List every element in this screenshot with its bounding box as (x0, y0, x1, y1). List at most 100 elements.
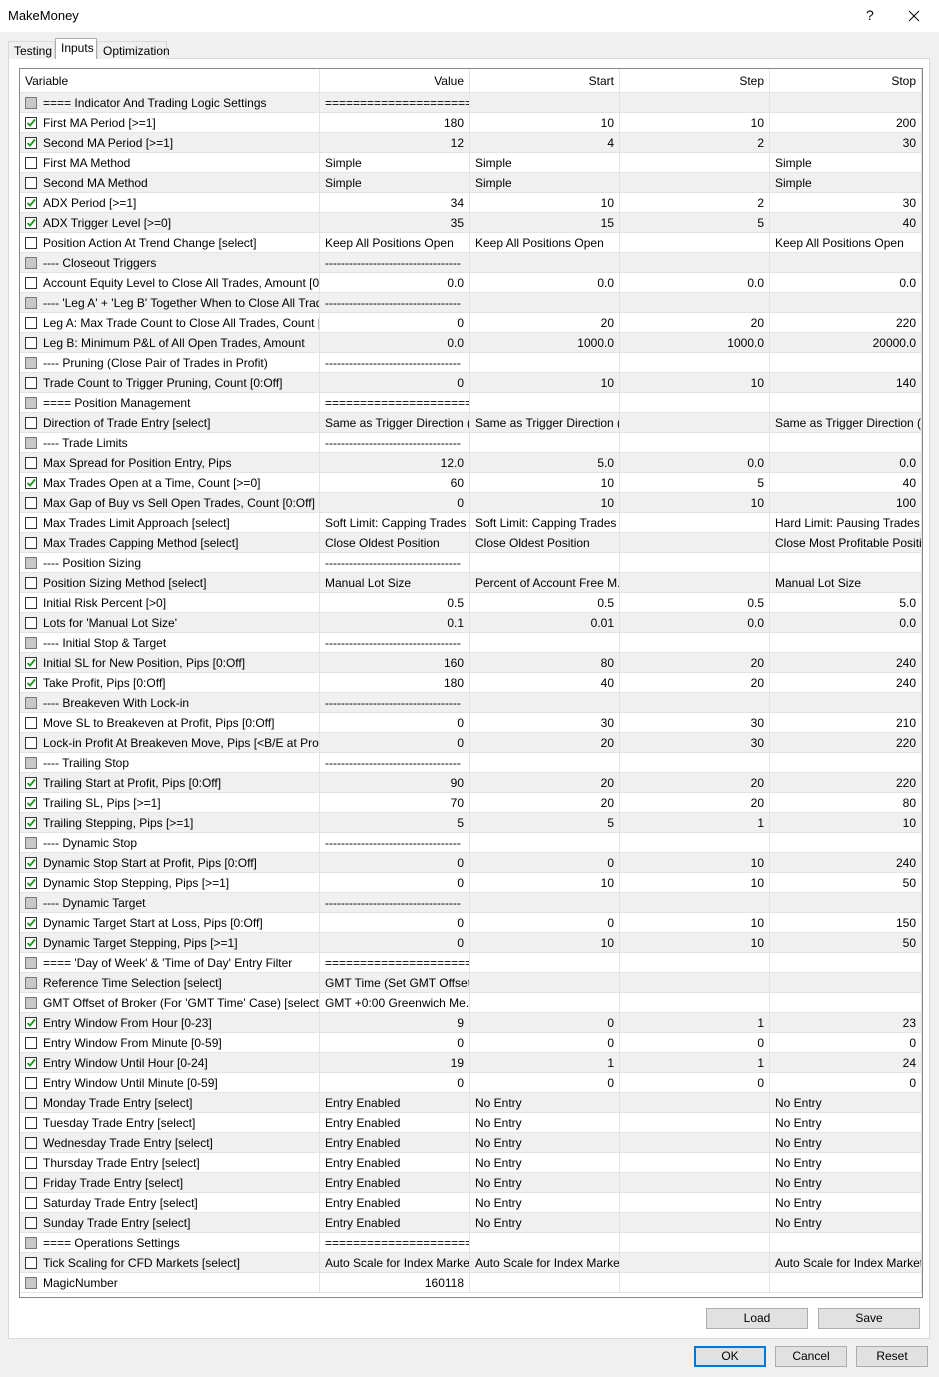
checkbox[interactable] (25, 1037, 37, 1049)
value-cell[interactable]: 70 (320, 793, 470, 813)
value-cell[interactable]: Simple (470, 173, 620, 193)
value-cell[interactable]: 0.1 (320, 613, 470, 633)
value-cell[interactable]: 0.5 (470, 593, 620, 613)
value-cell[interactable]: 220 (770, 733, 922, 753)
value-cell[interactable]: Close Most Profitable Position (770, 533, 922, 553)
value-cell[interactable]: 0 (320, 713, 470, 733)
checkbox[interactable] (25, 197, 37, 209)
value-cell[interactable]: 20 (470, 793, 620, 813)
value-cell[interactable]: 5.0 (770, 593, 922, 613)
value-cell[interactable]: 10 (620, 873, 770, 893)
checkbox[interactable] (25, 157, 37, 169)
value-cell[interactable]: 50 (770, 933, 922, 953)
value-cell[interactable]: 10 (470, 113, 620, 133)
save-button[interactable]: Save (818, 1308, 920, 1329)
value-cell[interactable]: 30 (470, 713, 620, 733)
checkbox[interactable] (25, 337, 37, 349)
value-cell[interactable]: 90 (320, 773, 470, 793)
value-cell[interactable]: No Entry (470, 1153, 620, 1173)
value-cell[interactable]: ---------------------------------- (320, 293, 470, 313)
checkbox[interactable] (25, 677, 37, 689)
checkbox[interactable] (25, 537, 37, 549)
value-cell[interactable]: 5 (320, 813, 470, 833)
value-cell[interactable]: 0 (620, 1073, 770, 1093)
checkbox[interactable] (25, 1077, 37, 1089)
value-cell[interactable]: 0 (320, 373, 470, 393)
value-cell[interactable]: No Entry (770, 1133, 922, 1153)
value-cell[interactable]: 1 (620, 1053, 770, 1073)
value-cell[interactable]: 0.0 (620, 273, 770, 293)
value-cell[interactable]: 20 (620, 673, 770, 693)
checkbox[interactable] (25, 917, 37, 929)
value-cell[interactable]: 40 (770, 213, 922, 233)
value-cell[interactable]: 0 (470, 1073, 620, 1093)
value-cell[interactable]: Percent of Account Free M... (470, 573, 620, 593)
value-cell[interactable]: Close Oldest Position (320, 533, 470, 553)
checkbox[interactable] (25, 837, 37, 849)
checkbox[interactable] (25, 1097, 37, 1109)
checkbox[interactable] (25, 717, 37, 729)
value-cell[interactable]: 1 (470, 1053, 620, 1073)
value-cell[interactable]: 0 (470, 853, 620, 873)
value-cell[interactable]: 19 (320, 1053, 470, 1073)
value-cell[interactable]: 1 (620, 813, 770, 833)
value-cell[interactable]: 24 (770, 1053, 922, 1073)
value-cell[interactable]: 10 (620, 853, 770, 873)
value-cell[interactable]: 20 (620, 793, 770, 813)
checkbox[interactable] (25, 817, 37, 829)
value-cell[interactable]: 20 (620, 313, 770, 333)
load-button[interactable]: Load (706, 1308, 808, 1329)
value-cell[interactable]: Hard Limit: Pausing Trades (770, 513, 922, 533)
value-cell[interactable]: Simple (320, 153, 470, 173)
value-cell[interactable]: 20000.0 (770, 333, 922, 353)
checkbox[interactable] (25, 997, 37, 1009)
checkbox[interactable] (25, 1117, 37, 1129)
value-cell[interactable]: 0 (320, 913, 470, 933)
value-cell[interactable]: No Entry (770, 1113, 922, 1133)
value-cell[interactable]: 220 (770, 313, 922, 333)
value-cell[interactable]: ---------------------------------- (320, 253, 470, 273)
value-cell[interactable]: 10 (470, 473, 620, 493)
value-cell[interactable]: No Entry (470, 1193, 620, 1213)
value-cell[interactable]: =================================== (320, 953, 470, 973)
value-cell[interactable]: 240 (770, 853, 922, 873)
value-cell[interactable]: =================================== (320, 93, 470, 113)
checkbox[interactable] (25, 797, 37, 809)
value-cell[interactable]: Same as Trigger Direction (... (770, 413, 922, 433)
value-cell[interactable]: 10 (620, 113, 770, 133)
value-cell[interactable]: Entry Enabled (320, 1213, 470, 1233)
value-cell[interactable]: Soft Limit: Capping Trades (470, 513, 620, 533)
value-cell[interactable]: 5 (620, 213, 770, 233)
checkbox[interactable] (25, 417, 37, 429)
value-cell[interactable]: 10 (620, 373, 770, 393)
value-cell[interactable]: 34 (320, 193, 470, 213)
value-cell[interactable]: 0.01 (470, 613, 620, 633)
checkbox[interactable] (25, 517, 37, 529)
value-cell[interactable]: Auto Scale for Index Markets (470, 1253, 620, 1273)
value-cell[interactable]: No Entry (770, 1173, 922, 1193)
value-cell[interactable]: 20 (620, 653, 770, 673)
value-cell[interactable]: Entry Enabled (320, 1153, 470, 1173)
checkbox[interactable] (25, 477, 37, 489)
value-cell[interactable]: 0 (320, 733, 470, 753)
checkbox[interactable] (25, 1177, 37, 1189)
checkbox[interactable] (25, 1157, 37, 1169)
value-cell[interactable]: 0 (470, 1013, 620, 1033)
value-cell[interactable]: 10 (470, 873, 620, 893)
value-cell[interactable]: Auto Scale for Index Markets (770, 1253, 922, 1273)
value-cell[interactable]: 80 (470, 653, 620, 673)
value-cell[interactable]: 60 (320, 473, 470, 493)
checkbox[interactable] (25, 297, 37, 309)
value-cell[interactable]: 35 (320, 213, 470, 233)
value-cell[interactable]: Keep All Positions Open (770, 233, 922, 253)
value-cell[interactable]: ---------------------------------- (320, 433, 470, 453)
close-button[interactable] (908, 10, 920, 22)
value-cell[interactable]: GMT +0:00 Greenwich Me... (320, 993, 470, 1013)
value-cell[interactable]: 220 (770, 773, 922, 793)
checkbox[interactable] (25, 457, 37, 469)
value-cell[interactable]: Simple (320, 173, 470, 193)
value-cell[interactable]: 10 (620, 493, 770, 513)
value-cell[interactable]: 10 (470, 493, 620, 513)
checkbox[interactable] (25, 317, 37, 329)
value-cell[interactable]: 0 (470, 913, 620, 933)
